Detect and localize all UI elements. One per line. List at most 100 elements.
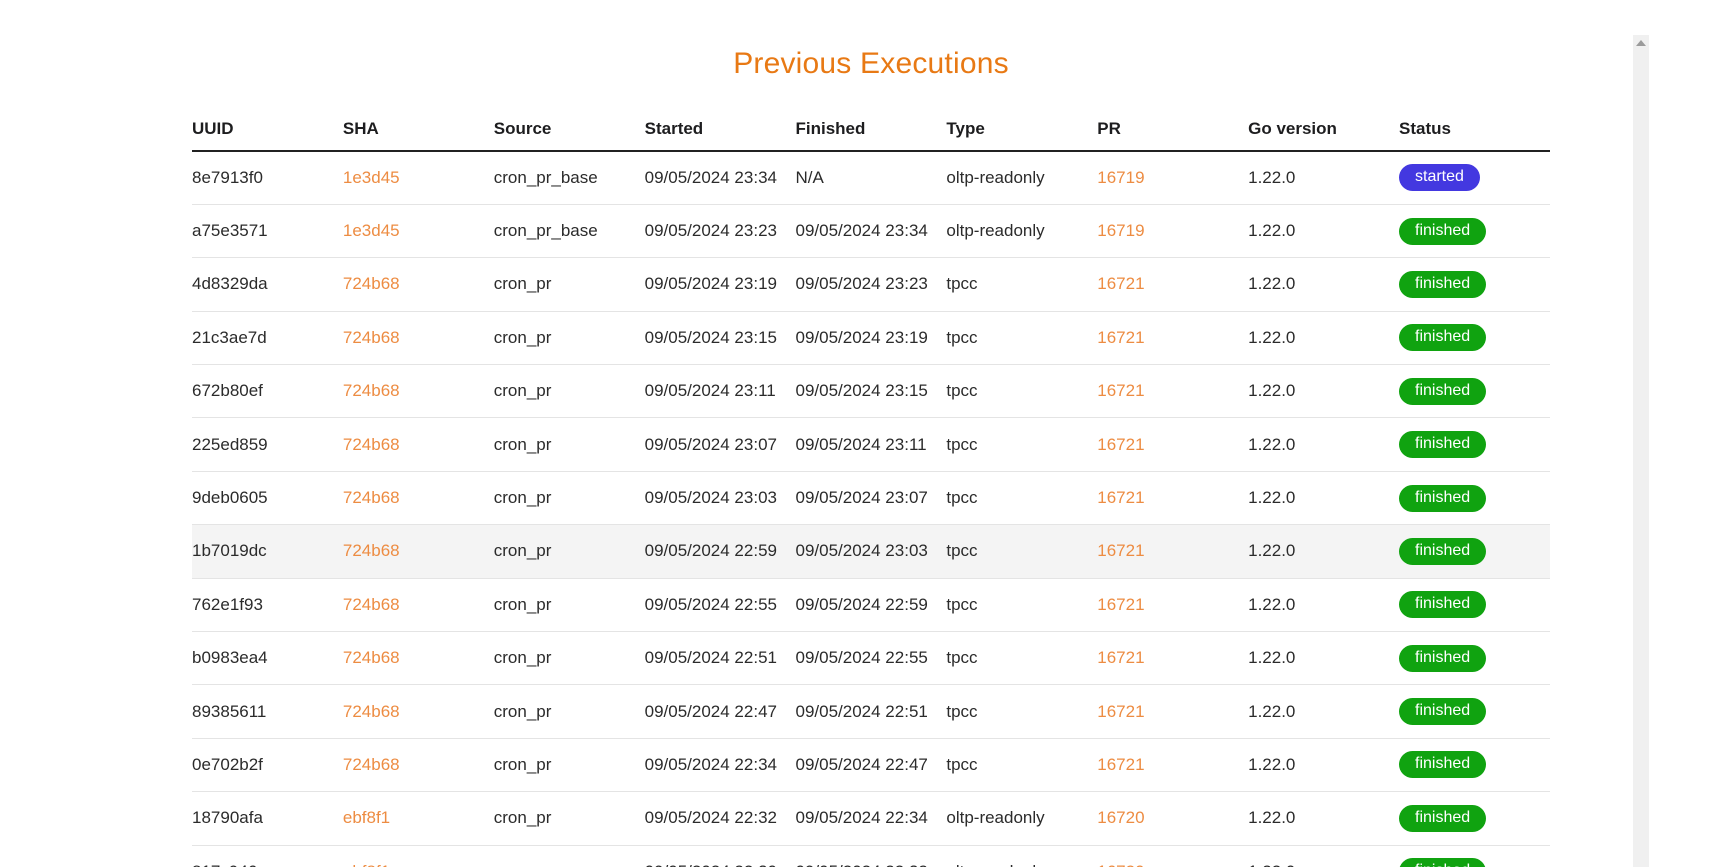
type-cell: oltp-readonly bbox=[946, 204, 1098, 259]
uuid-cell: 0e702b2f bbox=[192, 738, 343, 793]
table-row[interactable]: 4d8329da 724b68 cron_pr 09/05/2024 23:19… bbox=[192, 257, 1550, 312]
pr-link[interactable]: 16721 bbox=[1097, 327, 1145, 347]
sha-link[interactable]: 724b68 bbox=[342, 648, 400, 668]
table-row[interactable]: 1b7019dc 724b68 cron_pr 09/05/2024 22:59… bbox=[192, 524, 1550, 579]
table-row[interactable]: 89385611 724b68 cron_pr 09/05/2024 22:47… bbox=[192, 684, 1550, 739]
source-cell: cron_pr bbox=[493, 578, 645, 633]
type-cell: tpcc bbox=[946, 311, 1098, 366]
table-row[interactable]: 0e702b2f 724b68 cron_pr 09/05/2024 22:34… bbox=[192, 738, 1550, 793]
started-cell: 09/05/2024 23:23 bbox=[644, 204, 796, 259]
pr-link[interactable]: 16721 bbox=[1097, 488, 1145, 508]
pr-link[interactable]: 16721 bbox=[1097, 381, 1145, 401]
column-header-uuid: UUID bbox=[192, 82, 343, 152]
sha-link[interactable]: ebf8f1 bbox=[342, 808, 391, 828]
go-version-cell: 1.22.0 bbox=[1248, 845, 1399, 867]
scroll-up-button[interactable] bbox=[1633, 35, 1649, 51]
source-cell: cron_pr bbox=[493, 417, 645, 472]
table-row[interactable]: 762e1f93 724b68 cron_pr 09/05/2024 22:55… bbox=[192, 578, 1550, 633]
pr-cell: 16721 bbox=[1097, 471, 1249, 526]
previous-executions-page: Previous Executions UUID SHA Source Star… bbox=[192, 47, 1550, 867]
pr-cell: 16721 bbox=[1097, 684, 1249, 739]
status-badge: finished bbox=[1399, 858, 1487, 867]
table-row[interactable]: 9deb0605 724b68 cron_pr 09/05/2024 23:03… bbox=[192, 471, 1550, 526]
go-version-cell: 1.22.0 bbox=[1248, 204, 1399, 259]
table-row[interactable]: 18790afa ebf8f1 cron_pr 09/05/2024 22:32… bbox=[192, 791, 1550, 846]
started-cell: 09/05/2024 22:47 bbox=[644, 684, 796, 739]
source-cell: cron_pr bbox=[493, 791, 645, 846]
status-cell: finished bbox=[1399, 578, 1550, 633]
vertical-scrollbar[interactable] bbox=[1633, 35, 1649, 867]
sha-link[interactable]: 724b68 bbox=[342, 274, 400, 294]
sha-link[interactable]: 724b68 bbox=[342, 594, 400, 614]
status-cell: finished bbox=[1399, 845, 1550, 867]
table-row[interactable]: 817c946c ebf8f1 cron_pr 09/05/2024 22:30… bbox=[192, 845, 1550, 867]
sha-link[interactable]: 1e3d45 bbox=[342, 221, 400, 241]
column-header-finished: Finished bbox=[795, 82, 947, 152]
status-badge: finished bbox=[1399, 644, 1487, 672]
pr-link[interactable]: 16719 bbox=[1097, 167, 1145, 187]
pr-link[interactable]: 16721 bbox=[1097, 701, 1145, 721]
pr-link[interactable]: 16721 bbox=[1097, 274, 1145, 294]
status-badge: finished bbox=[1399, 270, 1487, 298]
pr-link[interactable]: 16721 bbox=[1097, 434, 1145, 454]
started-cell: 09/05/2024 23:11 bbox=[644, 364, 796, 419]
table-row[interactable]: a75e3571 1e3d45 cron_pr_base 09/05/2024 … bbox=[192, 204, 1550, 259]
sha-link[interactable]: 724b68 bbox=[342, 541, 400, 561]
sha-link[interactable]: 1e3d45 bbox=[342, 167, 400, 187]
go-version-cell: 1.22.0 bbox=[1248, 311, 1399, 366]
type-cell: tpcc bbox=[946, 684, 1098, 739]
pr-cell: 16720 bbox=[1097, 845, 1249, 867]
header-row: UUID SHA Source Started Finished Type PR… bbox=[192, 82, 1550, 152]
source-cell: cron_pr bbox=[493, 631, 645, 686]
status-badge: finished bbox=[1399, 431, 1487, 459]
table-row[interactable]: 672b80ef 724b68 cron_pr 09/05/2024 23:11… bbox=[192, 364, 1550, 419]
finished-cell: 09/05/2024 22:47 bbox=[795, 738, 947, 793]
status-cell: finished bbox=[1399, 471, 1550, 526]
status-badge: finished bbox=[1399, 804, 1487, 832]
table-row[interactable]: 225ed859 724b68 cron_pr 09/05/2024 23:07… bbox=[192, 417, 1550, 472]
uuid-cell: 8e7913f0 bbox=[192, 151, 343, 205]
sha-link[interactable]: 724b68 bbox=[342, 488, 400, 508]
uuid-cell: 225ed859 bbox=[192, 417, 343, 472]
started-cell: 09/05/2024 22:59 bbox=[644, 524, 796, 579]
uuid-cell: 672b80ef bbox=[192, 364, 343, 419]
uuid-cell: a75e3571 bbox=[192, 204, 343, 259]
status-cell: finished bbox=[1399, 791, 1550, 846]
pr-link[interactable]: 16721 bbox=[1097, 594, 1145, 614]
go-version-cell: 1.22.0 bbox=[1248, 631, 1399, 686]
status-cell: finished bbox=[1399, 631, 1550, 686]
table-row[interactable]: b0983ea4 724b68 cron_pr 09/05/2024 22:51… bbox=[192, 631, 1550, 686]
sha-link[interactable]: 724b68 bbox=[342, 327, 400, 347]
source-cell: cron_pr_base bbox=[493, 204, 645, 259]
pr-link[interactable]: 16721 bbox=[1097, 541, 1145, 561]
sha-cell: 1e3d45 bbox=[342, 204, 494, 259]
go-version-cell: 1.22.0 bbox=[1248, 417, 1399, 472]
sha-link[interactable]: ebf8f1 bbox=[343, 862, 390, 867]
pr-link[interactable]: 16721 bbox=[1097, 648, 1145, 668]
pr-link[interactable]: 16721 bbox=[1097, 754, 1145, 774]
pr-link[interactable]: 16720 bbox=[1097, 862, 1144, 867]
pr-link[interactable]: 16719 bbox=[1097, 221, 1145, 241]
sha-link[interactable]: 724b68 bbox=[342, 701, 400, 721]
go-version-cell: 1.22.0 bbox=[1248, 738, 1399, 793]
sha-link[interactable]: 724b68 bbox=[342, 381, 400, 401]
pr-link[interactable]: 16720 bbox=[1097, 808, 1145, 828]
executions-table: UUID SHA Source Started Finished Type PR… bbox=[192, 82, 1550, 867]
type-cell: tpcc bbox=[946, 417, 1098, 472]
uuid-cell: 18790afa bbox=[192, 791, 343, 846]
sha-cell: 724b68 bbox=[342, 364, 494, 419]
uuid-cell: 21c3ae7d bbox=[192, 311, 343, 366]
status-badge: finished bbox=[1399, 591, 1487, 619]
go-version-cell: 1.22.0 bbox=[1248, 471, 1399, 526]
go-version-cell: 1.22.0 bbox=[1248, 151, 1399, 205]
status-cell: finished bbox=[1399, 524, 1550, 579]
pr-cell: 16719 bbox=[1097, 204, 1249, 259]
sha-link[interactable]: 724b68 bbox=[342, 434, 400, 454]
type-cell: tpcc bbox=[946, 524, 1098, 579]
sha-link[interactable]: 724b68 bbox=[342, 754, 400, 774]
status-cell: finished bbox=[1399, 738, 1550, 793]
column-header-sha: SHA bbox=[342, 82, 494, 152]
table-row[interactable]: 8e7913f0 1e3d45 cron_pr_base 09/05/2024 … bbox=[192, 151, 1550, 205]
status-cell: finished bbox=[1399, 417, 1550, 472]
table-row[interactable]: 21c3ae7d 724b68 cron_pr 09/05/2024 23:15… bbox=[192, 311, 1550, 366]
